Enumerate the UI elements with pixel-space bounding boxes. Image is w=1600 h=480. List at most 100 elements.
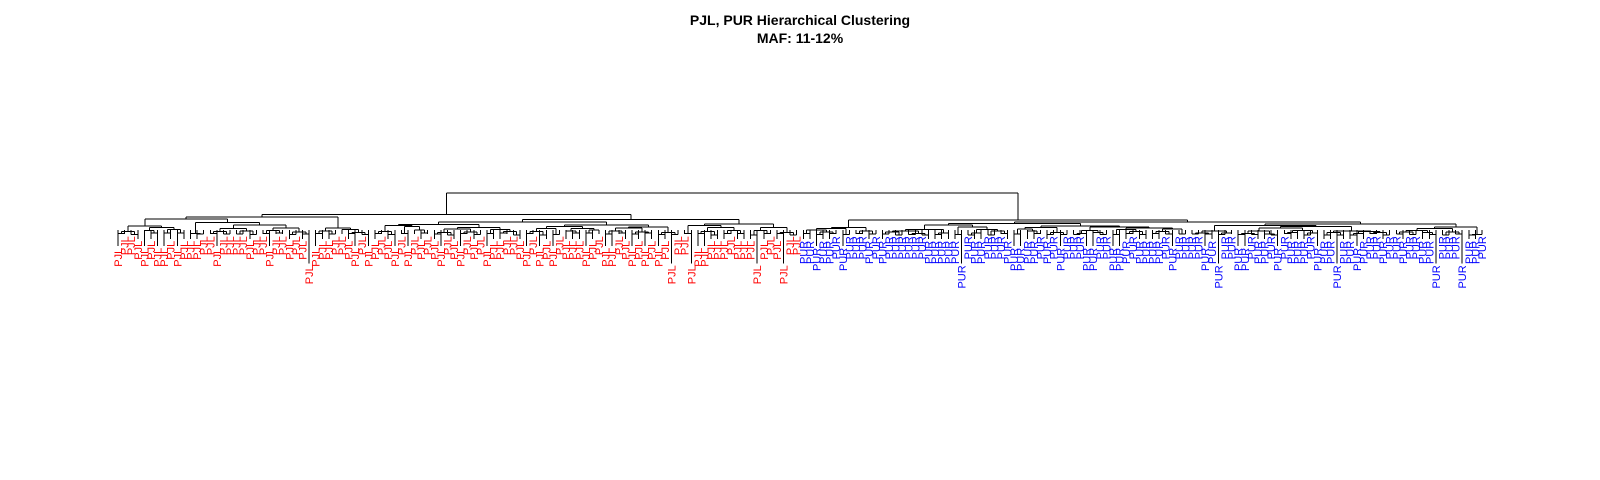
leaf-label-pur: PUR (1181, 236, 1193, 259)
leaf-label-pur: PUR (838, 248, 850, 271)
leaf-label-pur: PUR (831, 236, 843, 259)
leaf-label-pur: PUR (1029, 241, 1041, 264)
leaf-label-pjl: PJL (278, 236, 290, 255)
leaf-label-pjl: PJL (541, 241, 553, 260)
leaf-label-pjl: PJL (396, 236, 408, 255)
leaf-label-pjl: PJL (179, 241, 191, 260)
leaf-label-pjl: PJL (469, 241, 481, 260)
leaf-label-pjl: PJL (700, 248, 712, 267)
leaf-label-pjl: PJL (765, 236, 777, 255)
leaf-label-pur: PUR (1082, 248, 1094, 271)
leaf-label-pur: PUR (963, 236, 975, 259)
leaf-label-pjl: PJL (159, 248, 171, 267)
leaf-label-pjl: PJL (587, 241, 599, 260)
leaf-label-pur: PUR (976, 241, 988, 264)
leaf-label-pjl: PJL (199, 236, 211, 255)
leaf-label-pjl: PJL (548, 248, 560, 267)
leaf-label-pjl: PJL (429, 241, 441, 260)
leaf-label-pjl: PJL (166, 241, 178, 260)
leaf-label-pjl: PJL (555, 236, 567, 255)
leaf-label-pjl: PJL (568, 241, 580, 260)
leaf-label-pjl: PJL (238, 236, 250, 255)
leaf-label-pjl: PJL (232, 236, 244, 255)
leaf-label-pjl: PJL (212, 248, 224, 267)
leaf-label-pjl: PJL (271, 236, 283, 255)
leaf-label-pjl: PJL (522, 248, 534, 267)
leaf-label-pjl: PJL (423, 236, 435, 255)
leaf-label-pjl: PJL (561, 241, 573, 260)
leaf-label-pjl: PJL (785, 236, 797, 255)
leaf-label-pur: PUR (983, 236, 995, 259)
leaf-label-pjl: PJL (133, 241, 145, 260)
leaf-label-pjl: PJL (370, 241, 382, 260)
leaf-label-pjl: PJL (693, 248, 705, 267)
leaf-label-pjl: PJL (660, 241, 672, 260)
leaf-label-pjl: PJL (706, 241, 718, 260)
leaf-label-pur: PUR (956, 265, 968, 288)
leaf-label-pur: PUR (1385, 236, 1397, 259)
leaf-label-pjl: PJL (732, 241, 744, 260)
leaf-label-pjl: PJL (607, 248, 619, 267)
leaf-label-pur: PUR (1470, 241, 1482, 264)
leaf-label-pur: PUR (851, 236, 863, 259)
leaf-label-pur: PUR (1042, 241, 1054, 264)
leaf-label-pjl: PJL (627, 248, 639, 267)
leaf-label-pjl: PJL (574, 241, 586, 260)
leaf-label-pur: PUR (884, 236, 896, 259)
leaf-label-pjl: PJL (383, 241, 395, 260)
leaf-label-pur: PUR (1022, 241, 1034, 264)
leaf-label-pur: PUR (924, 241, 936, 264)
leaf-label-pur: PUR (904, 236, 916, 259)
leaf-label-pur: PUR (798, 241, 810, 264)
leaf-label-pjl: PJL (284, 241, 296, 260)
leaf-label-pjl: PJL (680, 236, 692, 255)
leaf-label-pur: PUR (1009, 248, 1021, 271)
leaf-label-pjl: PJL (792, 236, 804, 255)
leaf-label-pjl: PJL (403, 248, 415, 267)
leaf-label-pur: PUR (897, 236, 909, 259)
leaf-label-pur: PUR (877, 241, 889, 264)
leaf-label-pjl: PJL (126, 236, 138, 255)
leaf-label-pjl: PJL (410, 236, 422, 255)
leaf-label-pur: PUR (1049, 236, 1061, 259)
leaf-label-pur: PUR (1438, 236, 1450, 259)
leaf-label-pur: PUR (818, 241, 830, 264)
leaf-label-pur: PUR (1260, 241, 1272, 264)
leaf-label-pur: PUR (1227, 236, 1239, 259)
chart-subtitle: MAF: 11-12% (757, 30, 844, 46)
leaf-label-pjl: PJL (462, 236, 474, 255)
leaf-label-pjl: PJL (640, 248, 652, 267)
leaf-label-pur: PUR (1062, 236, 1074, 259)
leaf-label-pur: PUR (910, 236, 922, 259)
leaf-label-pur: PUR (1273, 248, 1285, 271)
leaf-label-pjl: PJL (759, 241, 771, 260)
leaf-label-pur: PUR (1431, 265, 1443, 288)
leaf-label-pjl: PJL (298, 241, 310, 260)
leaf-label-pur: PUR (1293, 241, 1305, 264)
leaf-label-pur: PUR (970, 241, 982, 264)
leaf-label-pur: PUR (1069, 236, 1081, 259)
leaf-label-pur: PUR (1016, 248, 1028, 271)
leaf-label-pjl: PJL (456, 248, 468, 267)
leaf-label-pjl: PJL (772, 241, 784, 260)
leaf-label-pur: PUR (1220, 236, 1232, 259)
leaf-label-pjl: PJL (449, 241, 461, 260)
leaf-label-pjl: PJL (719, 241, 731, 260)
leaf-label-pur: PUR (1003, 241, 1015, 264)
leaf-label-pur: PUR (1233, 248, 1245, 271)
leaf-label-pur: PUR (805, 241, 817, 264)
leaf-label-pjl: PJL (218, 236, 230, 255)
leaf-label-pjl: PJL (601, 248, 613, 267)
leaf-label-pur: PUR (1187, 236, 1199, 259)
leaf-label-pur: PUR (1075, 236, 1087, 259)
leaf-label-pjl: PJL (390, 248, 402, 267)
leaf-label-pjl: PJL (357, 236, 369, 255)
leaf-label-pur: PUR (1088, 248, 1100, 271)
leaf-label-pjl: PJL (647, 241, 659, 260)
leaf-label-pur: PUR (937, 241, 949, 264)
leaf-label-pur: PUR (1134, 241, 1146, 264)
leaf-label-pur: PUR (930, 241, 942, 264)
leaf-label-pur: PUR (1477, 236, 1489, 259)
leaf-label-pur: PUR (1332, 265, 1344, 288)
leaf-label-pjl: PJL (265, 248, 277, 267)
